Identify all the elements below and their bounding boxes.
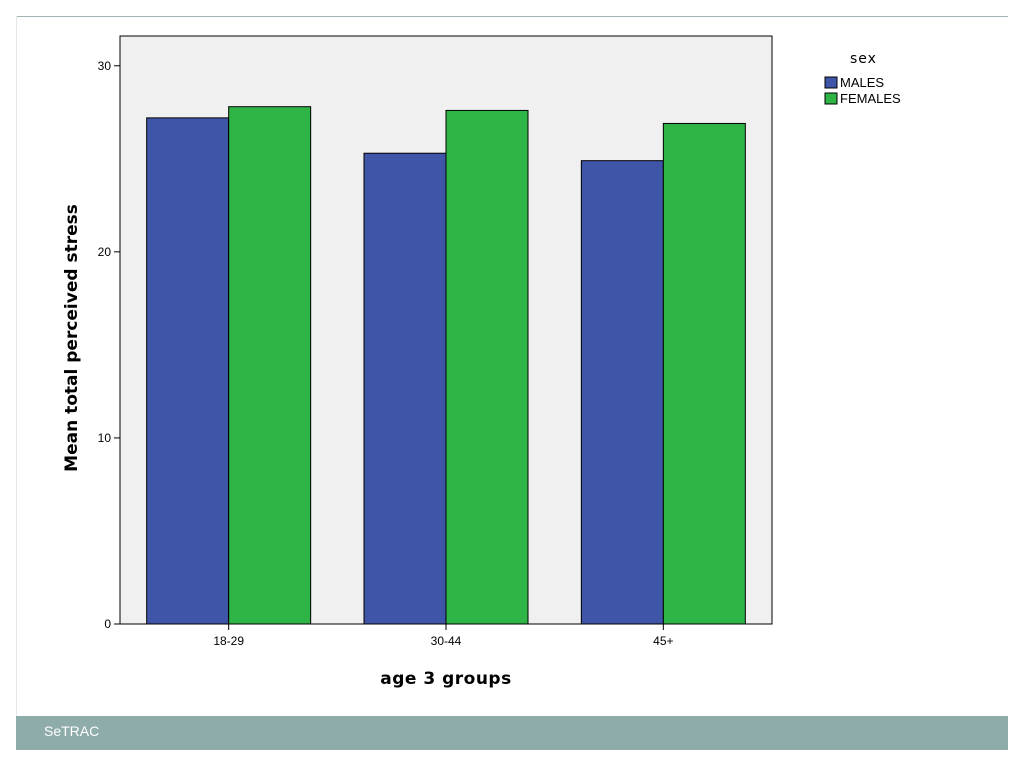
bars-group [146,106,746,625]
y-axis: 0 10 20 30 [98,59,120,631]
y-tick-label: 20 [98,245,112,259]
legend-swatch-males [824,76,838,89]
y-tick-label: 10 [98,431,112,445]
bar-males-30-44 [363,152,447,625]
bar-females-18-29 [228,106,312,625]
bar-females-30-44 [445,109,529,625]
y-tick-label: 30 [98,59,112,73]
x-tick-label: 18-29 [213,634,244,648]
legend-label-females: FEMALES [840,91,901,106]
top-rule [16,16,1008,17]
legend-swatch-females [824,92,838,105]
x-axis: 18-29 30-44 45+ [213,624,674,648]
bar-chart: 0 10 20 30 18-29 30-44 45+ Mean total perceiv… [62,35,901,689]
y-axis-label: Mean total perceived stress [62,204,82,472]
legend-title: sex [850,51,877,67]
x-tick-label: 45+ [653,634,673,648]
bar-males-45+ [580,160,664,625]
y-tick-label: 0 [104,617,111,631]
legend-label-males: MALES [840,75,884,90]
x-tick-label: 30-44 [431,634,462,648]
left-rule [16,16,17,716]
footer-brand: SeTRAC [44,723,100,739]
bar-males-18-29 [146,117,230,625]
x-axis-label: age 3 groups [380,669,511,689]
bar-females-45+ [662,122,746,625]
footer-bar: SeTRAC [16,716,1008,750]
